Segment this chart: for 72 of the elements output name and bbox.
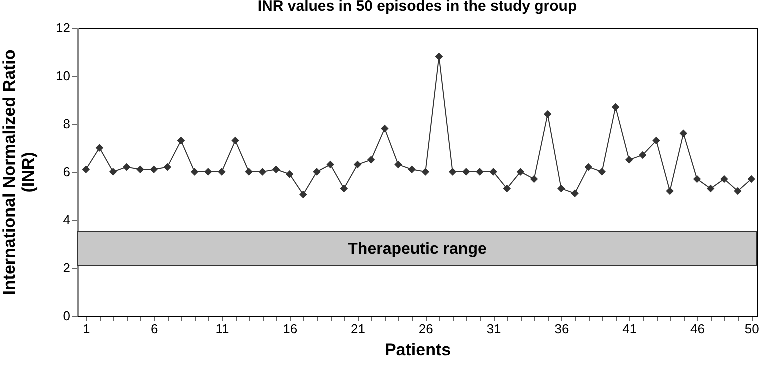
point: [123, 163, 131, 172]
point: [408, 166, 416, 174]
point: [177, 136, 186, 145]
point: [598, 168, 606, 176]
x-tick-label: 50: [744, 322, 760, 336]
point: [164, 163, 172, 172]
point: [204, 168, 212, 176]
x-tick-label: 6: [150, 322, 158, 336]
point: [190, 168, 199, 176]
point: [258, 168, 267, 176]
point: [232, 136, 240, 145]
y-tick-label: 12: [56, 20, 70, 36]
point: [680, 130, 688, 138]
point: [367, 156, 376, 164]
x-tick-label: 11: [216, 322, 230, 336]
y-tick-label: 8: [63, 116, 70, 132]
x-tick-label: 46: [690, 322, 705, 336]
point: [720, 175, 728, 184]
y-tick-label: 10: [56, 68, 70, 84]
point: [394, 160, 402, 169]
point: [448, 168, 457, 176]
point: [530, 175, 538, 184]
y-tick-label: 0: [63, 308, 70, 324]
x-tick-label: 26: [418, 322, 434, 336]
point: [748, 175, 756, 184]
point: [734, 187, 742, 196]
point: [612, 103, 620, 112]
point: [326, 160, 334, 169]
y-tick-label: 4: [63, 212, 70, 228]
point: [340, 184, 348, 193]
point: [109, 168, 118, 176]
point: [666, 187, 674, 196]
x-tick-label: 31: [486, 322, 502, 336]
point: [706, 184, 715, 193]
point: [272, 166, 280, 174]
x-tick-label: 1: [83, 322, 90, 336]
point: [422, 168, 430, 176]
point: [245, 168, 253, 176]
point: [544, 110, 552, 118]
point: [490, 168, 498, 176]
y-tick-label: 6: [63, 164, 70, 180]
chart-title: INR values in 50 episodes in the study group: [258, 0, 578, 15]
point: [516, 168, 525, 176]
point: [625, 156, 634, 164]
point: [435, 52, 444, 61]
point: [584, 163, 592, 172]
point: [503, 184, 511, 193]
point: [150, 166, 158, 174]
point: [558, 184, 566, 193]
point: [639, 151, 647, 160]
point: [476, 168, 484, 176]
point: [300, 190, 308, 199]
y-axis-title: International Normalized Ratio (INR): [0, 50, 38, 296]
y-tick-label: 2: [63, 260, 70, 276]
point: [693, 175, 702, 184]
point: [82, 166, 90, 174]
point: [96, 144, 104, 152]
x-tick-label: 41: [622, 322, 638, 336]
band-label: Therapeutic range: [348, 240, 487, 258]
x-axis-title: Patients: [384, 340, 452, 360]
point: [462, 168, 470, 176]
point: [354, 160, 362, 169]
point: [571, 190, 579, 198]
point: [652, 136, 660, 145]
point: [313, 168, 321, 176]
point: [218, 168, 226, 176]
x-tick-label: 36: [554, 322, 570, 336]
x-tick-label: 21: [351, 322, 366, 336]
point: [286, 170, 294, 178]
point: [136, 166, 144, 174]
x-tick-label: 16: [283, 322, 298, 336]
point: [381, 124, 389, 133]
